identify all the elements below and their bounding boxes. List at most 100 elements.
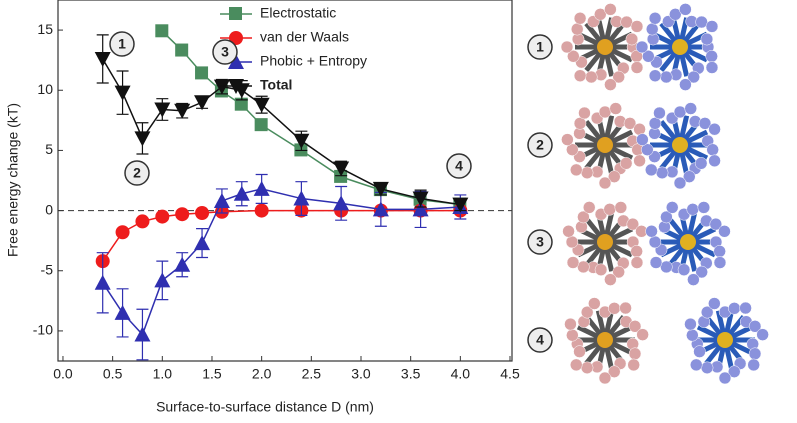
bead — [637, 329, 649, 341]
marker — [195, 66, 208, 79]
bead — [650, 257, 662, 269]
bead — [581, 167, 593, 179]
label-text: 3 — [536, 234, 544, 250]
marker — [115, 305, 131, 320]
y-tick-label: 0 — [45, 201, 53, 217]
bead — [563, 225, 575, 237]
label-text: 2 — [536, 137, 544, 153]
bead — [660, 71, 672, 83]
bead — [748, 359, 760, 371]
x-tick-label: 4.5 — [500, 366, 520, 382]
bead — [631, 62, 643, 74]
bead — [728, 302, 740, 314]
bead — [694, 346, 706, 358]
bead — [636, 134, 648, 146]
bead — [604, 3, 616, 15]
x-tick-label: 0.0 — [53, 366, 73, 382]
bead — [629, 348, 641, 360]
bead — [666, 201, 678, 213]
marker — [155, 24, 168, 37]
bead — [610, 103, 622, 115]
marker — [135, 214, 149, 228]
bead — [561, 134, 573, 146]
legend-label: van der Waals — [260, 29, 349, 45]
core — [672, 137, 688, 153]
bead — [566, 329, 578, 341]
bead — [674, 177, 686, 189]
series-group — [95, 24, 469, 360]
bead — [581, 362, 593, 374]
bead — [615, 201, 627, 213]
bead — [719, 372, 731, 384]
y-tick-label: 15 — [37, 21, 53, 37]
bead — [646, 23, 658, 35]
bead — [709, 155, 721, 167]
bead — [561, 41, 573, 53]
label-text: 3 — [221, 44, 229, 60]
bead — [645, 164, 657, 176]
bead — [698, 201, 710, 213]
marker — [155, 210, 169, 224]
bead — [634, 123, 646, 135]
marker — [195, 206, 209, 220]
bead — [701, 33, 713, 45]
bead — [567, 257, 579, 269]
y-tick-label: 5 — [45, 141, 53, 157]
bead — [626, 33, 638, 45]
marker — [254, 181, 270, 196]
marker — [255, 118, 268, 131]
bead — [706, 50, 718, 62]
bead — [571, 23, 583, 35]
bead — [628, 359, 640, 371]
core — [597, 137, 613, 153]
bead — [620, 302, 632, 314]
legend-label: Total — [260, 77, 292, 93]
bead — [749, 348, 761, 360]
marker — [95, 52, 111, 67]
bead — [706, 62, 718, 74]
marker — [95, 275, 111, 290]
x-tick-label: 2.0 — [252, 366, 272, 382]
bead — [649, 236, 661, 248]
bead — [604, 79, 616, 91]
bead — [718, 225, 730, 237]
marker — [116, 225, 130, 239]
bead — [757, 329, 769, 341]
bead — [604, 203, 616, 215]
marker — [229, 7, 242, 20]
bead — [570, 164, 582, 176]
y-tick-label: -5 — [41, 261, 54, 277]
bead — [709, 123, 721, 135]
marker — [115, 86, 131, 101]
marker — [293, 191, 309, 206]
bead — [599, 106, 611, 118]
bead — [707, 144, 719, 156]
bead — [695, 157, 707, 169]
bead — [566, 236, 578, 248]
label-text: 2 — [133, 165, 141, 181]
marker — [174, 104, 190, 119]
bead — [564, 318, 576, 330]
bead — [599, 177, 611, 189]
x-tick-label: 2.5 — [302, 366, 322, 382]
x-axis-label: Surface-to-surface distance D (nm) — [156, 399, 374, 415]
bead — [636, 41, 648, 53]
legend-label: Phobic + Entropy — [260, 53, 367, 69]
bead — [583, 201, 595, 213]
y-tick-label: 10 — [37, 81, 53, 97]
bead — [631, 20, 643, 32]
core — [597, 39, 613, 55]
bead — [687, 274, 699, 286]
bead — [708, 298, 720, 310]
bead — [585, 71, 597, 83]
bead — [649, 12, 661, 24]
bead — [604, 274, 616, 286]
bead — [578, 107, 590, 119]
bead — [679, 79, 691, 91]
bead — [574, 12, 586, 24]
core — [597, 234, 613, 250]
x-tick-label: 4.0 — [451, 366, 471, 382]
core — [672, 39, 688, 55]
bead — [634, 155, 646, 167]
